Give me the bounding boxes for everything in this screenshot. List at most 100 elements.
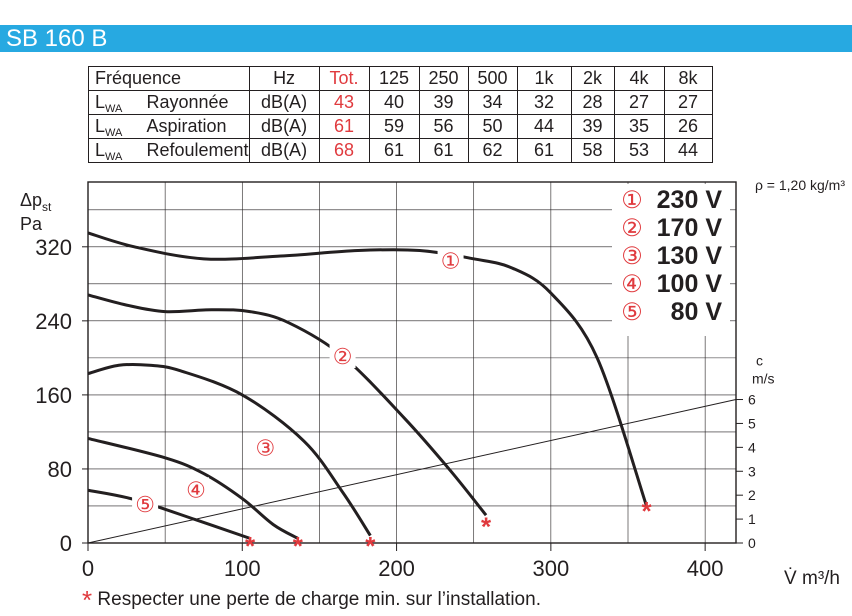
secondary-tick-label: 2 [748, 487, 756, 503]
value-cell: 61 [516, 138, 572, 163]
row-label: Refoulement [140, 138, 250, 163]
x-axis-title: V̇ m³/h [784, 568, 840, 584]
legend-marker: ② [621, 215, 643, 242]
value-cell: 40 [368, 90, 420, 115]
column-header: 8k [663, 66, 713, 91]
value-cell: 50 [467, 114, 518, 139]
legend-entry: 130 V [657, 242, 723, 270]
velocity-line [87, 399, 737, 544]
legend-entry: 80 V [671, 298, 723, 326]
total-cell: 43 [318, 90, 370, 115]
y-tick-label: 320 [35, 235, 72, 260]
value-cell: 26 [663, 114, 713, 139]
column-header-frequency: Fréquence [88, 66, 250, 91]
column-header: 125 [368, 66, 420, 91]
series-label-bg [252, 435, 279, 460]
row-label: Rayonnée [140, 90, 250, 115]
series-number-label: ③ [256, 436, 276, 461]
legend-entry: 100 V [657, 270, 723, 298]
page-title: SB 160 B [6, 25, 108, 52]
series-line [87, 362, 372, 537]
secondary-tick-label: 6 [748, 392, 756, 408]
x-tick-label: 0 [82, 556, 94, 581]
series-line [87, 436, 299, 540]
series-line [87, 231, 648, 507]
x-tick-label: 200 [378, 556, 415, 581]
plot-frame [87, 181, 737, 544]
unit-cell: dB(A) [248, 90, 320, 115]
total-cell: 61 [318, 114, 370, 139]
symbol-cell: LWA [88, 114, 141, 139]
y-tick-label: 160 [35, 383, 72, 408]
title-bar: SB 160 B [0, 25, 852, 52]
value-cell: 56 [418, 114, 469, 139]
symbol-cell: LWA [88, 90, 141, 115]
secondary-axis-unit: m/s [752, 371, 775, 387]
density-label: ρ = 1,20 kg/m³ [755, 177, 845, 193]
y-axis-title: Δpst [20, 190, 52, 214]
y-tick-label: 240 [35, 309, 72, 334]
legend-entry: 230 V [657, 186, 723, 214]
column-header: 2k [570, 66, 615, 91]
value-cell: 62 [467, 138, 518, 163]
series-line [87, 293, 488, 517]
secondary-tick-label: 3 [748, 463, 756, 479]
value-cell: 35 [613, 114, 665, 139]
value-cell: 39 [570, 114, 615, 139]
y-tick-label: 0 [60, 531, 72, 556]
value-cell: 61 [418, 138, 469, 163]
sound-power-table: Fréquence Hz Tot. 125 250 500 1k 2k 4k 8… [88, 66, 713, 163]
series-label-bg [183, 477, 209, 502]
value-cell: 53 [613, 138, 665, 163]
table-row: LWA Aspiration dB(A) 61 59 56 50 44 39 3… [88, 114, 713, 139]
unit-cell: dB(A) [248, 138, 320, 163]
footnote-star-icon: * [82, 585, 93, 615]
min-pressure-star-icon: * [245, 531, 256, 561]
column-header: 1k [516, 66, 572, 91]
x-tick-label: 300 [532, 556, 569, 581]
total-cell: 68 [318, 138, 370, 163]
column-header-total: Tot. [318, 66, 370, 91]
column-header: 4k [613, 66, 665, 91]
secondary-tick-label: 5 [748, 415, 756, 431]
footnote-text: Respecter une perte de charge min. sur l… [97, 589, 541, 610]
secondary-tick-label: 0 [748, 535, 756, 551]
value-cell: 61 [368, 138, 420, 163]
series-number-label: ④ [186, 477, 206, 502]
secondary-tick-label: 1 [748, 511, 756, 527]
value-cell: 59 [368, 114, 420, 139]
series-number-label: ⑤ [135, 492, 155, 517]
min-pressure-star-icon: * [481, 512, 492, 542]
table-row: LWA Refoulement dB(A) 68 61 61 62 61 58 … [88, 138, 713, 163]
legend-entry: 170 V [657, 214, 723, 242]
legend-background [612, 184, 730, 336]
series-label-bg [132, 492, 159, 517]
value-cell: 32 [516, 90, 572, 115]
secondary-tick-label: 4 [748, 439, 756, 455]
secondary-axis-title: c [756, 353, 763, 369]
value-cell: 28 [570, 90, 615, 115]
row-label: Aspiration [140, 114, 250, 139]
column-header: 250 [418, 66, 469, 91]
x-tick-label: 400 [687, 556, 724, 581]
footnote: * Respecter une perte de charge min. sur… [82, 585, 541, 616]
series-line [87, 488, 251, 540]
legend-marker: ⑤ [621, 299, 643, 326]
y-axis-unit: Pa [20, 214, 43, 234]
min-pressure-star-icon: * [365, 531, 376, 561]
series-label-bg [437, 248, 464, 273]
unit-cell: dB(A) [248, 114, 320, 139]
min-pressure-star-icon: * [293, 531, 304, 561]
value-cell: 39 [418, 90, 469, 115]
column-header: 500 [467, 66, 518, 91]
value-cell: 34 [467, 90, 518, 115]
series-label-bg [329, 344, 356, 369]
column-header-hz: Hz [248, 66, 320, 91]
value-cell: 27 [613, 90, 665, 115]
legend-marker: ③ [621, 243, 643, 270]
value-cell: 27 [663, 90, 713, 115]
value-cell: 44 [663, 138, 713, 163]
table-row: LWA Rayonnée dB(A) 43 40 39 34 32 28 27 … [88, 90, 713, 115]
symbol-cell: LWA [88, 138, 141, 163]
